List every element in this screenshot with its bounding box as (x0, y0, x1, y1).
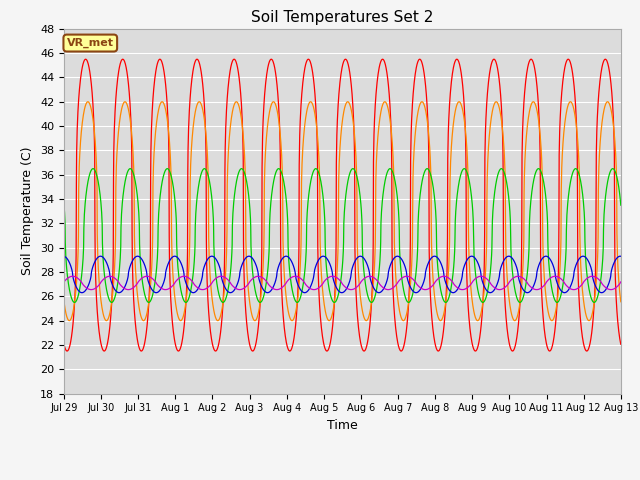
Tsoil -32cm (505, 280, 513, 286)
Tsoil -8cm (479, 300, 486, 305)
Tsoil -16cm (584, 257, 591, 263)
Line: Tsoil -16cm: Tsoil -16cm (64, 256, 621, 293)
Tsoil -8cm (617, 202, 625, 208)
Tsoil -8cm (60, 202, 68, 208)
Tsoil -32cm (617, 279, 625, 285)
Tsoil -32cm (584, 275, 591, 281)
Tsoil -32cm (371, 276, 379, 281)
Tsoil -4cm (60, 299, 68, 305)
Tsoil -4cm (584, 316, 591, 322)
Title: Soil Temperatures Set 2: Soil Temperatures Set 2 (252, 10, 433, 25)
Line: Tsoil -2cm: Tsoil -2cm (64, 59, 621, 351)
Tsoil -16cm (617, 253, 625, 259)
Legend: Tsoil -2cm, Tsoil -4cm, Tsoil -8cm, Tsoil -16cm, Tsoil -32cm: Tsoil -2cm, Tsoil -4cm, Tsoil -8cm, Tsoi… (93, 479, 592, 480)
Tsoil -4cm (399, 318, 407, 324)
X-axis label: Time: Time (327, 419, 358, 432)
Tsoil -2cm (504, 334, 512, 339)
Tsoil -16cm (371, 287, 379, 293)
Tsoil -16cm (60, 253, 68, 259)
Tsoil -8cm (371, 295, 378, 301)
Tsoil -16cm (375, 290, 383, 296)
Tsoil -16cm (356, 253, 364, 259)
Tsoil -32cm (358, 277, 366, 283)
Tsoil -8cm (584, 276, 591, 282)
Tsoil -4cm (568, 100, 576, 106)
Tsoil -2cm (60, 341, 68, 347)
Tsoil -2cm (371, 117, 378, 123)
Tsoil -4cm (216, 316, 223, 322)
Tsoil -2cm (358, 346, 366, 352)
Tsoil -4cm (358, 308, 366, 314)
Tsoil -32cm (366, 274, 374, 279)
Tsoil -32cm (60, 279, 68, 285)
Line: Tsoil -4cm: Tsoil -4cm (64, 102, 621, 321)
Tsoil -4cm (381, 99, 388, 105)
Tsoil -8cm (358, 245, 366, 251)
Text: VR_met: VR_met (67, 38, 114, 48)
Tsoil -4cm (617, 299, 625, 305)
Tsoil -32cm (568, 287, 576, 292)
Tsoil -2cm (617, 341, 625, 347)
Tsoil -32cm (385, 287, 392, 292)
Tsoil -8cm (568, 172, 576, 178)
Tsoil -4cm (371, 263, 378, 269)
Y-axis label: Soil Temperature (C): Soil Temperature (C) (22, 147, 35, 276)
Tsoil -16cm (216, 263, 223, 269)
Tsoil -2cm (583, 348, 591, 354)
Line: Tsoil -32cm: Tsoil -32cm (64, 276, 621, 289)
Tsoil -16cm (359, 254, 367, 260)
Tsoil -2cm (602, 56, 609, 62)
Tsoil -16cm (505, 253, 513, 259)
Tsoil -32cm (216, 274, 223, 279)
Tsoil -2cm (216, 338, 223, 344)
Tsoil -16cm (568, 279, 576, 285)
Tsoil -8cm (505, 193, 513, 199)
Tsoil -2cm (584, 348, 591, 354)
Line: Tsoil -8cm: Tsoil -8cm (64, 168, 621, 302)
Tsoil -8cm (460, 166, 468, 171)
Tsoil -4cm (505, 292, 513, 298)
Tsoil -8cm (216, 293, 223, 299)
Tsoil -2cm (568, 64, 575, 70)
